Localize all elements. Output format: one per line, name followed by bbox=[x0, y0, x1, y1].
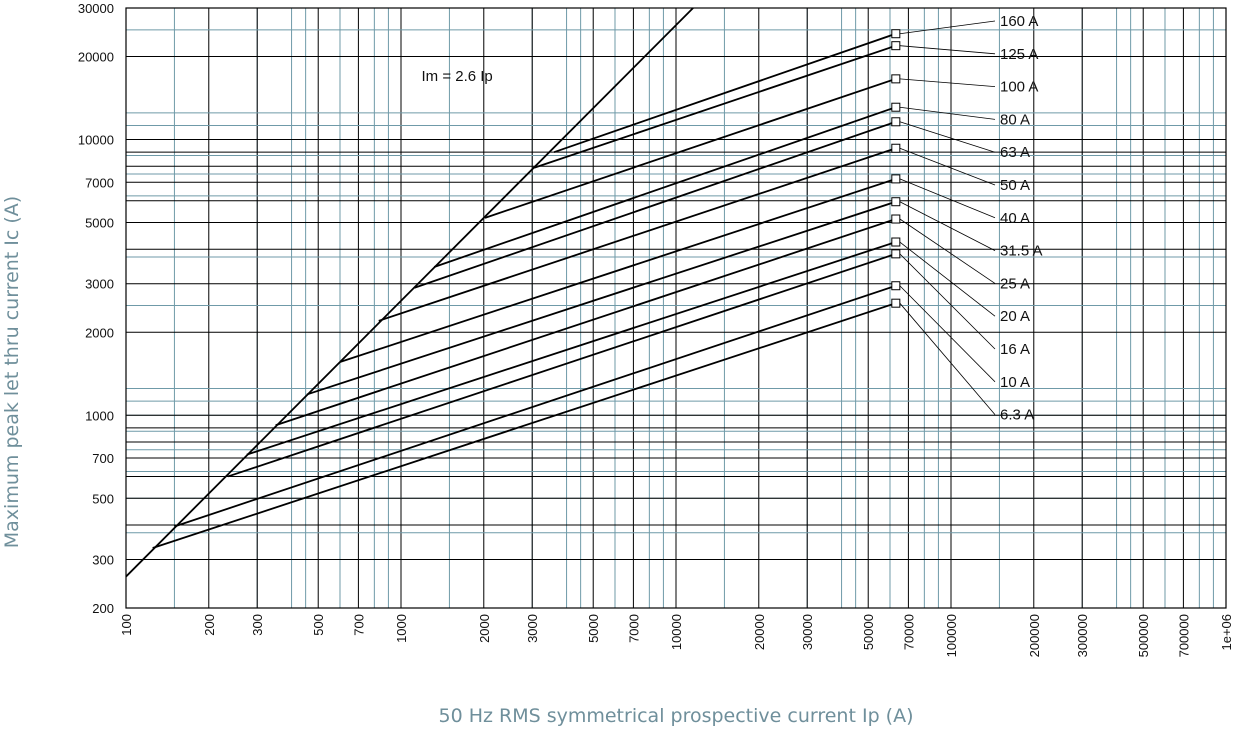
end-marker bbox=[891, 174, 901, 184]
curve-16-a bbox=[227, 252, 897, 478]
y-tick-label: 10000 bbox=[78, 133, 114, 148]
curve-63-a bbox=[414, 120, 897, 289]
end-marker bbox=[891, 29, 901, 39]
x-axis-title: 50 Hz RMS symmetrical prospective curren… bbox=[439, 705, 914, 727]
curve-10-a bbox=[174, 284, 897, 528]
leader-line bbox=[899, 178, 996, 219]
end-marker bbox=[891, 197, 901, 207]
x-tick-label: 100 bbox=[119, 614, 134, 636]
curve-25-a bbox=[275, 218, 897, 427]
end-markers bbox=[891, 29, 901, 308]
leader-line bbox=[899, 253, 996, 350]
leader-line bbox=[899, 147, 996, 186]
end-marker bbox=[891, 214, 901, 224]
x-tick-label: 10000 bbox=[669, 614, 684, 650]
end-marker bbox=[891, 298, 901, 308]
rating-label: 63 A bbox=[1000, 144, 1030, 161]
rating-label: 50 A bbox=[1000, 177, 1030, 194]
curve-31-5-a bbox=[306, 200, 897, 396]
y-tick-label: 20000 bbox=[78, 50, 114, 65]
end-marker bbox=[891, 143, 901, 153]
leader-line bbox=[899, 78, 996, 87]
rating-label: 125 A bbox=[1000, 46, 1038, 63]
leader-lines bbox=[899, 20, 996, 415]
y-tick-label: 3000 bbox=[85, 277, 114, 292]
x-tick-label: 300000 bbox=[1075, 614, 1090, 657]
x-tick-label: 1000 bbox=[394, 614, 409, 643]
end-marker bbox=[891, 281, 901, 291]
x-tick-label: 50000 bbox=[861, 614, 876, 650]
y-tick-label: 700 bbox=[92, 451, 114, 466]
y-tick-label: 1000 bbox=[85, 408, 114, 423]
x-tick-label: 700000 bbox=[1176, 614, 1191, 657]
curve-100-a bbox=[484, 78, 897, 219]
y-tick-label: 7000 bbox=[85, 175, 114, 190]
rating-label: 160 A bbox=[1000, 13, 1038, 30]
rating-label: 40 A bbox=[1000, 210, 1030, 227]
limit-line-label: Im = 2.6 Ip bbox=[421, 68, 492, 85]
leader-line bbox=[899, 121, 996, 153]
x-tick-label: 5000 bbox=[586, 614, 601, 643]
y-tick-label: 30000 bbox=[78, 1, 114, 16]
x-tick-label: 500000 bbox=[1136, 614, 1151, 657]
x-tick-label: 1e+06 bbox=[1219, 614, 1234, 651]
x-tick-label: 70000 bbox=[901, 614, 916, 650]
curve-50-a bbox=[378, 147, 897, 322]
tick-labels: 100 200 300 500 700 1000 2000 3000 5000 7000 10000… bbox=[78, 1, 1234, 657]
leader-line bbox=[899, 45, 996, 55]
end-marker bbox=[891, 117, 901, 127]
curve-20-a bbox=[246, 241, 897, 456]
leader-line bbox=[899, 302, 996, 415]
rating-label: 6.3 A bbox=[1000, 407, 1034, 424]
x-tick-label: 20000 bbox=[752, 614, 767, 650]
x-tick-label: 700 bbox=[351, 614, 366, 636]
grid bbox=[125, 7, 1227, 609]
end-marker bbox=[891, 74, 901, 84]
rating-label: 100 A bbox=[1000, 79, 1038, 96]
leader-line bbox=[899, 285, 996, 383]
y-tick-label: 5000 bbox=[85, 216, 114, 231]
rating-label: 31.5 A bbox=[1000, 243, 1043, 260]
x-tick-label: 2000 bbox=[477, 614, 492, 643]
leader-line bbox=[899, 106, 996, 120]
rating-label: 25 A bbox=[1000, 275, 1030, 292]
curve-6-3-a bbox=[152, 302, 897, 549]
end-marker bbox=[891, 41, 901, 51]
leader-line bbox=[899, 241, 996, 317]
curve-160-a bbox=[553, 32, 897, 154]
x-tick-label: 300 bbox=[250, 614, 265, 636]
plot-frame bbox=[125, 7, 1227, 609]
x-tick-label: 100000 bbox=[944, 614, 959, 657]
leader-line bbox=[899, 201, 996, 251]
curves bbox=[125, 7, 897, 578]
x-tick-label: 200000 bbox=[1027, 614, 1042, 657]
curve-40-a bbox=[339, 178, 897, 363]
y-tick-label: 2000 bbox=[85, 325, 114, 340]
end-marker bbox=[891, 249, 901, 259]
x-tick-label: 3000 bbox=[525, 614, 540, 643]
x-tick-label: 200 bbox=[202, 614, 217, 636]
end-marker bbox=[891, 237, 901, 247]
leader-line bbox=[899, 218, 996, 284]
y-tick-label: 200 bbox=[92, 601, 114, 616]
x-tick-label: 30000 bbox=[800, 614, 815, 650]
x-tick-label: 7000 bbox=[626, 614, 641, 643]
curve-125-a bbox=[533, 44, 897, 169]
plot-frame-rect bbox=[125, 7, 1227, 609]
end-marker bbox=[891, 102, 901, 112]
limit-line bbox=[125, 7, 694, 578]
y-axis-title: Maximum peak let thru current Ic (A) bbox=[1, 196, 23, 548]
rating-label: 10 A bbox=[1000, 374, 1030, 391]
y-tick-label: 300 bbox=[92, 552, 114, 567]
rating-label: 80 A bbox=[1000, 111, 1030, 128]
curve-80-a bbox=[433, 106, 897, 268]
leader-line bbox=[899, 20, 996, 35]
rating-labels: 160 A 125 A 100 A 80 A 63 A 50 A 40 A 31.5 A 25 … bbox=[1000, 13, 1043, 424]
rating-label: 20 A bbox=[1000, 308, 1030, 325]
x-tick-label: 500 bbox=[311, 614, 326, 636]
y-tick-label: 500 bbox=[92, 491, 114, 506]
rating-label: 16 A bbox=[1000, 341, 1030, 358]
